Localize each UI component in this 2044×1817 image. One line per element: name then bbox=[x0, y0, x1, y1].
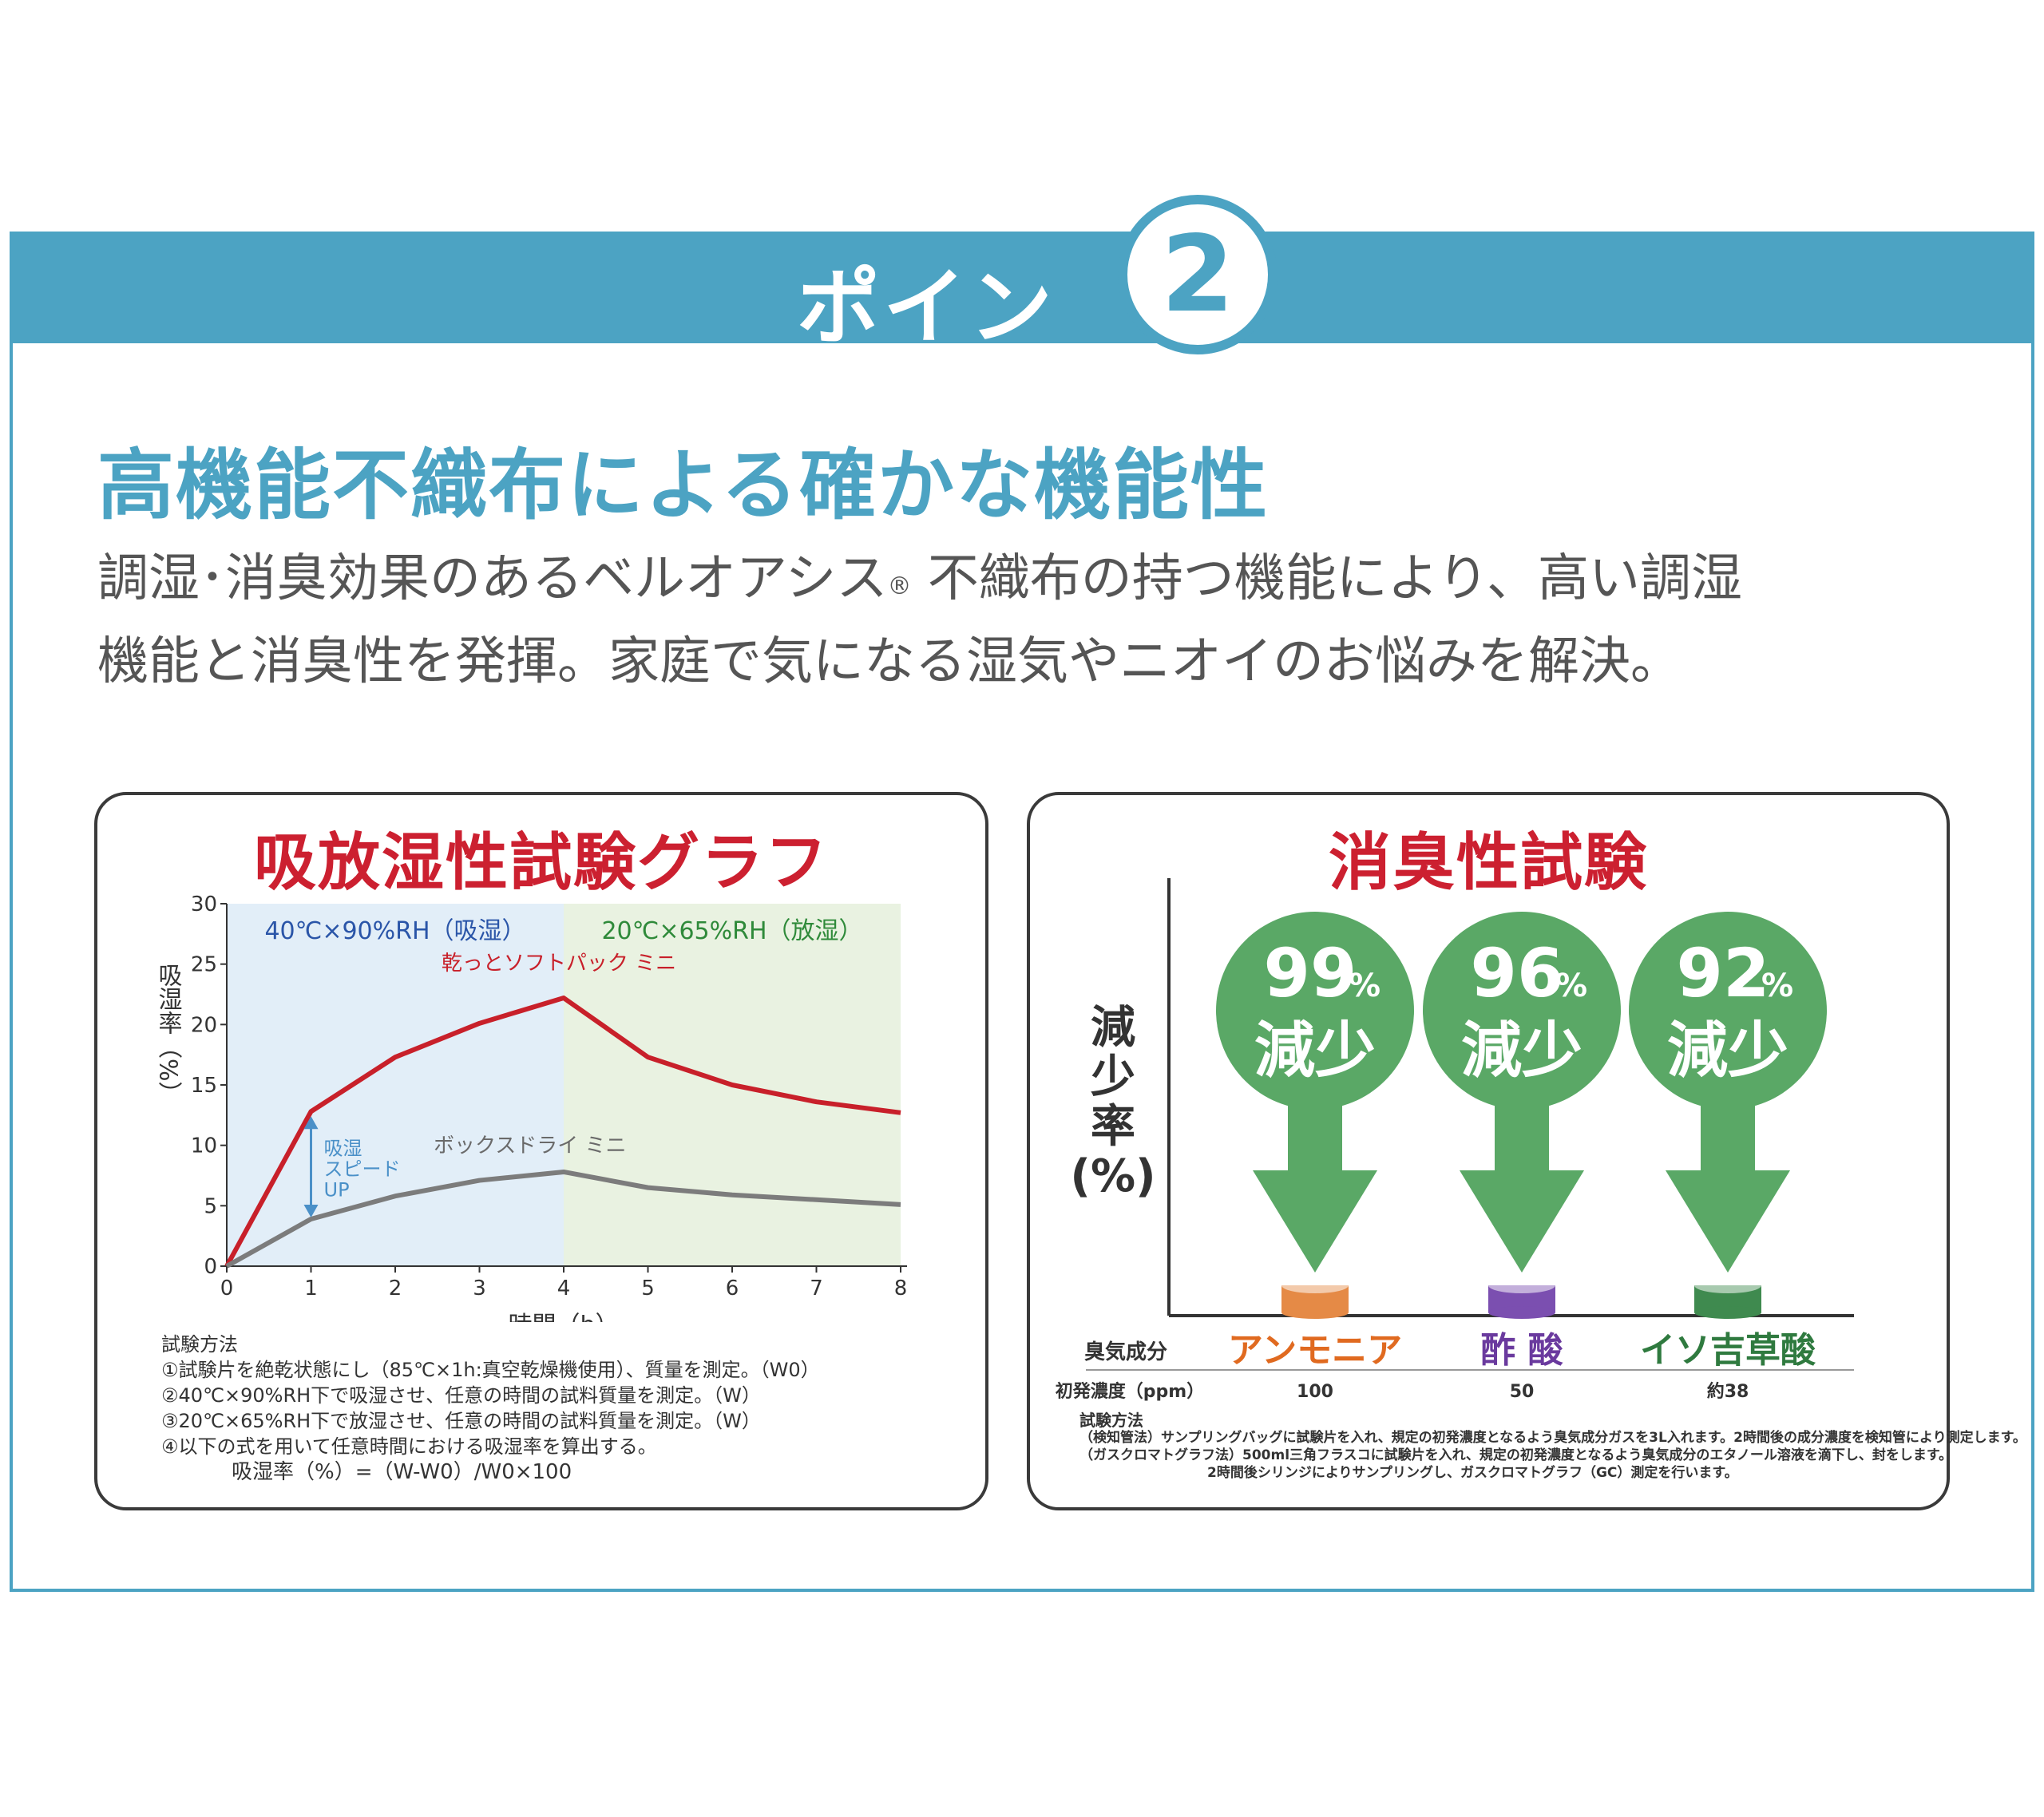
point-number-badge: 2 bbox=[1118, 195, 1278, 354]
speed-up-label: スピード bbox=[324, 1158, 401, 1180]
row-label-concentration: 初発濃度（ppm） bbox=[1056, 1381, 1204, 1402]
down-arrow-head bbox=[1253, 1170, 1377, 1273]
reduction-unit: % bbox=[1555, 968, 1587, 1004]
down-arrow-shaft bbox=[1495, 1099, 1549, 1170]
y-tick-label: 25 bbox=[191, 953, 217, 977]
reduction-caption: 減少 bbox=[1254, 1015, 1376, 1086]
series-label: 乾っとソフトパック ミニ bbox=[442, 952, 676, 976]
initial-concentration: 100 bbox=[1297, 1382, 1333, 1402]
x-tick-label: 4 bbox=[557, 1277, 571, 1300]
moisture-test-method: 試験方法 ①試験片を絶乾状態にし（85℃×1h:真空乾燥機使用）、質量を測定。（… bbox=[161, 1332, 820, 1485]
header-band bbox=[10, 232, 2034, 343]
registered-mark: ® bbox=[887, 572, 912, 600]
reduction-circle bbox=[1423, 912, 1621, 1110]
odor-cylinder-bottom bbox=[1281, 1306, 1349, 1319]
deodor-method-line: （ガスクロマトグラフ法）500ml三角フラスコに試験片を入れ、規定の初発濃度とな… bbox=[1079, 1447, 1953, 1463]
deodor-chart-title: 消臭性試験 bbox=[1328, 827, 1648, 899]
reduction-value: 99 bbox=[1264, 934, 1357, 1012]
reduction-value: 92 bbox=[1677, 934, 1770, 1012]
moisture-method-formula: 吸湿率（%）=（W-W0）/W0×100 bbox=[232, 1460, 572, 1484]
y-axis-label: 減 bbox=[1091, 1002, 1135, 1054]
x-tick-label: 5 bbox=[641, 1277, 655, 1300]
row-label-component: 臭気成分 bbox=[1084, 1340, 1167, 1364]
description: 調湿･消臭効果のあるベルオアシス® 不織布の持つ機能により、高い調湿 機能と消臭… bbox=[97, 541, 1742, 699]
description-line-1a: 調湿･消臭効果のあるベルオアシス bbox=[97, 549, 888, 608]
odor-cylinder-top bbox=[1488, 1277, 1555, 1293]
y-axis-label: (%) bbox=[1070, 1150, 1155, 1202]
y-tick-label: 0 bbox=[204, 1255, 217, 1279]
moisture-method-step: ②40℃×90%RH下で吸湿させ、任意の時間の試料質量を測定。（W） bbox=[161, 1384, 761, 1407]
initial-concentration: 約38 bbox=[1707, 1381, 1749, 1402]
y-axis-label: 吸湿率（%） bbox=[154, 963, 183, 1106]
deodor-method-title: 試験方法 bbox=[1079, 1411, 1143, 1430]
odor-cylinder-top bbox=[1694, 1277, 1761, 1293]
moisture-method-step: ①試験片を絶乾状態にし（85℃×1h:真空乾燥機使用）、質量を測定。（W0） bbox=[161, 1359, 820, 1381]
series-line bbox=[225, 1169, 901, 1269]
condition-region-label: 40℃×90%RH（吸湿） bbox=[264, 917, 525, 945]
down-arrow-head bbox=[1460, 1170, 1584, 1273]
series-label: ボックスドライ ミニ bbox=[434, 1134, 627, 1158]
condition-region-label: 20℃×65%RH（放湿） bbox=[601, 917, 862, 945]
x-tick-label: 6 bbox=[726, 1277, 739, 1300]
speed-up-label: 吸湿 bbox=[324, 1137, 362, 1159]
moisture-chart-title: 吸放湿性試験グラフ bbox=[253, 827, 829, 899]
moisture-method-step: ④以下の式を用いて任意時間における吸湿率を算出する。 bbox=[161, 1435, 657, 1458]
odor-component-label: 酢 酸 bbox=[1480, 1330, 1563, 1371]
x-tick-label: 1 bbox=[304, 1277, 318, 1300]
moisture-chart-panel: 吸放湿性試験グラフ 40℃×90%RH（吸湿） 20℃×65%RH（放湿） 0 5 10… bbox=[94, 792, 988, 1510]
y-axis-label: 少 bbox=[1091, 1051, 1135, 1103]
deodor-test-method: 試験方法 （検知管法）サンプリングバッグに試験片を入れ、規定の初発濃度となるよう… bbox=[1079, 1411, 2026, 1482]
description-line-2: 機能と消臭性を発揮。家庭で気になる湿気やニオイのお悩みを解決。 bbox=[97, 632, 1682, 691]
initial-concentration: 50 bbox=[1510, 1382, 1535, 1402]
series-line bbox=[224, 996, 901, 1268]
reduction-caption: 減少 bbox=[1461, 1015, 1583, 1086]
moisture-method-title: 試験方法 bbox=[161, 1333, 238, 1356]
y-tick-label: 5 bbox=[204, 1194, 217, 1218]
down-arrow-head bbox=[1666, 1170, 1790, 1273]
speed-up-label: UP bbox=[324, 1178, 350, 1201]
reduction-circle bbox=[1629, 912, 1827, 1110]
y-tick-label: 15 bbox=[191, 1074, 217, 1098]
speed-arrow-head bbox=[303, 1116, 319, 1130]
y-tick-label: 20 bbox=[191, 1013, 217, 1037]
speed-arrow-head bbox=[303, 1204, 319, 1217]
x-tick-label: 8 bbox=[894, 1277, 908, 1300]
odor-cylinder-bottom bbox=[1488, 1306, 1555, 1319]
down-arrow-shaft bbox=[1701, 1099, 1755, 1170]
y-tick-label: 30 bbox=[191, 893, 217, 916]
description-line-1b: 不織布の持つ機能により、高い調湿 bbox=[927, 549, 1742, 608]
y-axis-label: 率 bbox=[1091, 1101, 1135, 1153]
point-label: ポイント bbox=[796, 259, 1056, 477]
odor-component-label: イソ吉草酸 bbox=[1640, 1330, 1816, 1371]
odor-cylinder-top bbox=[1281, 1277, 1349, 1293]
deodor-method-line: （検知管法）サンプリングバッグに試験片を入れ、規定の初発濃度となるよう臭気成分ガ… bbox=[1079, 1430, 2026, 1446]
odor-component-label: アンモニア bbox=[1228, 1330, 1402, 1371]
reduction-unit: % bbox=[1349, 968, 1380, 1004]
reduction-circle bbox=[1216, 912, 1414, 1110]
x-tick-label: 7 bbox=[810, 1277, 823, 1300]
deodor-chart-panel: 消臭性試験 減少率 (%) 臭気成分 初発濃度（ppm） 99% 減少 アンモニア 100 96… bbox=[1027, 792, 2026, 1510]
moisture-method-step: ③20℃×65%RH下で放湿させ、任意の時間の試料質量を測定。（W） bbox=[161, 1410, 761, 1432]
down-arrow-shaft bbox=[1288, 1099, 1342, 1170]
reduction-caption: 減少 bbox=[1667, 1015, 1788, 1086]
deodor-method-line: 2時間後シリンジによりサンプリングし、ガスクロマトグラフ（GC）測定を行います。 bbox=[1207, 1465, 1738, 1481]
x-tick-label: 0 bbox=[220, 1277, 234, 1300]
y-tick-label: 10 bbox=[191, 1134, 217, 1158]
x-tick-label: 2 bbox=[389, 1277, 402, 1300]
description-line-1: 調湿･消臭効果のあるベルオアシス® 不織布の持つ機能により、高い調湿 bbox=[97, 541, 1742, 624]
headline: 高機能不織布による確かな機能性 bbox=[97, 441, 1270, 530]
x-axis-label: 時間（h） bbox=[508, 1312, 619, 1322]
reduction-unit: % bbox=[1761, 968, 1793, 1004]
reduction-value: 96 bbox=[1471, 934, 1564, 1012]
odor-cylinder-bottom bbox=[1694, 1306, 1761, 1319]
condition-region bbox=[227, 904, 564, 1266]
x-tick-label: 3 bbox=[473, 1277, 486, 1300]
